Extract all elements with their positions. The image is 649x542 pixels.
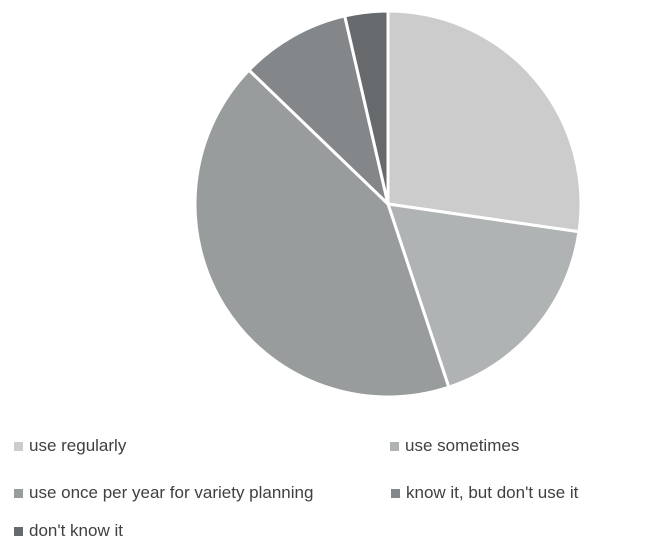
legend-entry-dont-know-it: don't know it	[14, 521, 123, 541]
pie-slice-use-sometimes	[386, 202, 581, 389]
pie-slice-know-it-but-don-t-use-it	[247, 14, 390, 206]
legend-swatch-dont-know-it	[14, 526, 23, 536]
legend-swatch-know-it-dont-use	[391, 488, 400, 498]
legend-label-use-sometimes: use sometimes	[405, 436, 520, 455]
legend-label-use-once-per-year: use once per year for variety planning	[29, 483, 314, 502]
legend-entry-use-regularly: use regularly	[14, 436, 126, 456]
legend-label-dont-know-it: don't know it	[29, 521, 123, 540]
legend-swatch-use-sometimes	[390, 441, 399, 451]
pie-slice-use-regularly	[386, 9, 583, 234]
legend-entry-know-it-dont-use: know it, but don't use it	[391, 483, 578, 503]
legend-swatch-use-regularly	[14, 441, 23, 451]
pie-slice-don-t-know-it	[343, 9, 390, 206]
pie-slice-use-once-per-year-for-variety-planning	[193, 68, 451, 399]
legend-entry-use-once-per-year: use once per year for variety planning	[14, 483, 313, 503]
pie-chart	[193, 9, 583, 399]
pie-slices	[193, 9, 583, 399]
legend-entry-use-sometimes: use sometimes	[390, 436, 519, 456]
legend-label-use-regularly: use regularly	[29, 436, 127, 455]
legend-label-know-it-dont-use: know it, but don't use it	[406, 483, 579, 502]
pie-chart-svg	[193, 9, 583, 399]
legend-swatch-use-once-per-year	[14, 488, 23, 498]
